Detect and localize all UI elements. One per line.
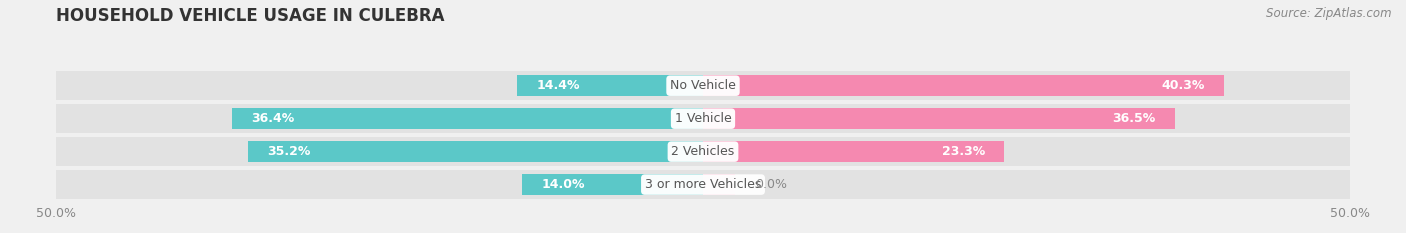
Bar (517, 75, 703, 96)
Bar (232, 108, 703, 129)
Bar (703, 108, 1175, 129)
Text: Source: ZipAtlas.com: Source: ZipAtlas.com (1267, 7, 1392, 20)
Bar (703, 75, 1225, 96)
Text: HOUSEHOLD VEHICLE USAGE IN CULEBRA: HOUSEHOLD VEHICLE USAGE IN CULEBRA (56, 7, 444, 25)
Text: 1 Vehicle: 1 Vehicle (675, 112, 731, 125)
Bar (56, 104, 1350, 133)
Text: 23.3%: 23.3% (942, 145, 986, 158)
Bar (703, 141, 1004, 162)
Bar (56, 71, 1350, 100)
Text: No Vehicle: No Vehicle (671, 79, 735, 92)
Text: 36.4%: 36.4% (252, 112, 295, 125)
Bar (56, 170, 1350, 199)
Text: 3 or more Vehicles: 3 or more Vehicles (645, 178, 761, 191)
Text: 14.4%: 14.4% (536, 79, 579, 92)
Text: 36.5%: 36.5% (1112, 112, 1156, 125)
Text: 2 Vehicles: 2 Vehicles (672, 145, 734, 158)
Bar (247, 141, 703, 162)
Text: 35.2%: 35.2% (267, 145, 311, 158)
Text: 0.0%: 0.0% (755, 178, 787, 191)
Bar (56, 137, 1350, 166)
Bar (703, 174, 735, 195)
Text: 40.3%: 40.3% (1161, 79, 1205, 92)
Bar (522, 174, 703, 195)
Text: 14.0%: 14.0% (541, 178, 585, 191)
